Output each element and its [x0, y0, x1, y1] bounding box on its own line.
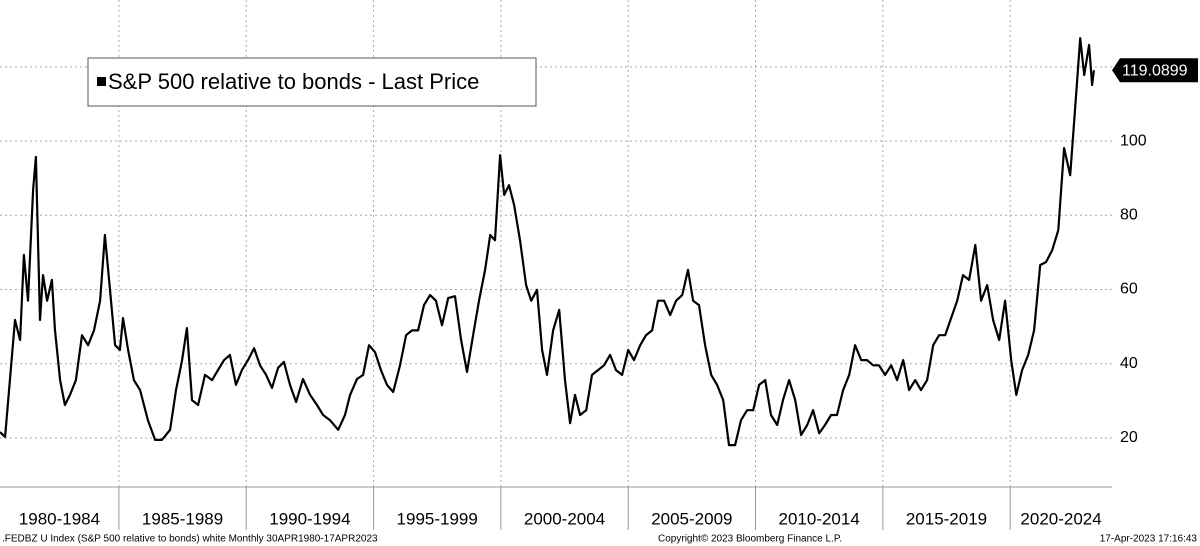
- x-tick-label: 1985-1989: [142, 509, 223, 528]
- x-tick-label: 2000-2004: [524, 509, 605, 528]
- y-tick-label: 60: [1120, 281, 1138, 298]
- line-series: [0, 37, 1095, 447]
- y-tick-label: 20: [1120, 429, 1138, 446]
- y-tick-label: 40: [1120, 355, 1138, 372]
- legend-label: S&P 500 relative to bonds - Last Price: [108, 69, 479, 94]
- footer-right: 17-Apr-2023 17:16:43: [1100, 534, 1198, 545]
- x-tick-label: 2010-2014: [779, 509, 860, 528]
- y-tick-label: 100: [1120, 132, 1147, 149]
- x-tick-label: 2015-2019: [906, 509, 987, 528]
- footer-center: Copyright© 2023 Bloomberg Finance L.P.: [658, 534, 842, 545]
- last-price-label: 119.0899: [1122, 62, 1188, 79]
- footer-left: .FEDBZ U Index (S&P 500 relative to bond…: [2, 534, 378, 545]
- x-tick-label: 2005-2009: [651, 509, 732, 528]
- legend-box: [87, 57, 537, 107]
- legend-swatch: [97, 77, 106, 86]
- x-tick-label: 1980-1984: [19, 509, 100, 528]
- x-tick-label: 2020-2024: [1020, 509, 1101, 528]
- y-tick-label: 80: [1120, 207, 1138, 224]
- x-tick-label: 1995-1999: [397, 509, 478, 528]
- last-price-tag: [1112, 58, 1198, 83]
- x-tick-label: 1990-1994: [269, 509, 350, 528]
